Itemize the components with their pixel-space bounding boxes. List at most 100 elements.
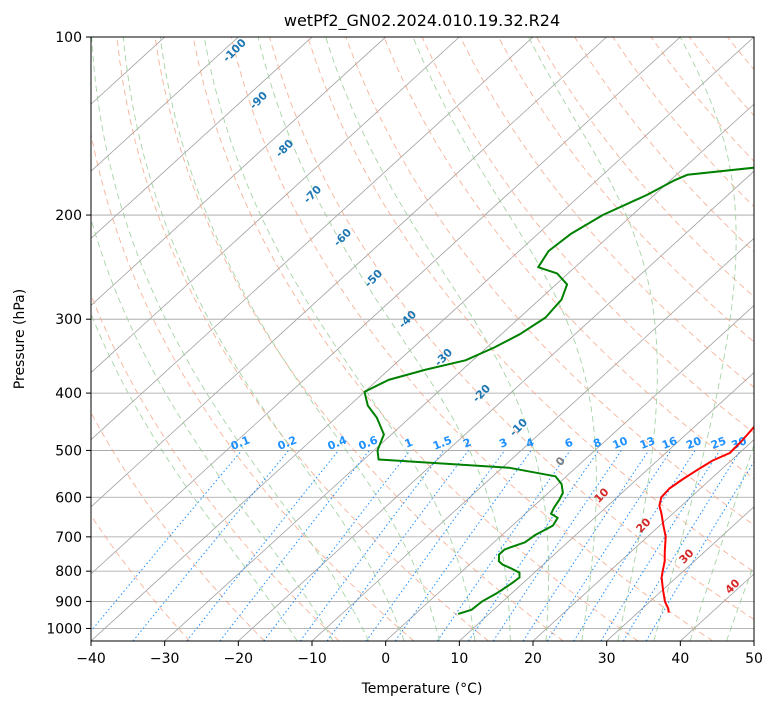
mixing-ratio-line bbox=[326, 450, 469, 641]
moist-adiabat-line bbox=[726, 563, 754, 641]
y-tick-label: 200 bbox=[55, 208, 82, 224]
mixing-ratio-label: 1 bbox=[403, 436, 415, 451]
mixing-ratio-label: 0.2 bbox=[276, 433, 299, 452]
x-tick-label: 10 bbox=[450, 651, 468, 667]
moist-adiabat-line bbox=[159, 37, 440, 641]
dry-adiabat-line bbox=[421, 37, 754, 434]
dry-adiabat-line bbox=[269, 37, 754, 621]
x-tick-label: −40 bbox=[76, 651, 106, 667]
isotherm-line bbox=[91, 37, 681, 575]
x-tick-label: −30 bbox=[150, 651, 180, 667]
y-tick-label: 500 bbox=[55, 443, 82, 459]
plot-area: 0.1 0.2 0.4 0.6 1 1.5 2 3 4 6 8 10 13 16 20 25 30-100-90… bbox=[91, 36, 775, 641]
dry-adiabat-line bbox=[536, 37, 754, 298]
moist-adiabat-label: -20 bbox=[470, 382, 493, 405]
y-axis-ticks: 100 200 300 400 500 600 700 800 900 1000 bbox=[46, 30, 91, 637]
isotherm-line bbox=[91, 37, 460, 374]
isotherms bbox=[91, 37, 754, 641]
isotherm-line bbox=[311, 237, 754, 641]
dewpoint-profile-line bbox=[363, 166, 754, 615]
mixing-ratio-line bbox=[394, 450, 532, 641]
isotherm-line bbox=[532, 439, 754, 641]
mixing-ratio-line bbox=[365, 450, 506, 641]
dry-adiabat-line bbox=[345, 37, 754, 526]
moist-adiabat-label: -50 bbox=[362, 267, 385, 290]
moist-adiabat-line bbox=[122, 37, 405, 641]
mixing-ratio-line bbox=[492, 450, 622, 641]
moist-adiabat-line bbox=[257, 37, 511, 641]
mixing-ratio-label: 3 bbox=[497, 436, 509, 451]
y-tick-label: 900 bbox=[55, 594, 82, 610]
isotherm-line bbox=[459, 372, 754, 641]
dry-adiabat-label: 10 bbox=[592, 485, 612, 505]
temperature-profile-line bbox=[658, 425, 754, 613]
mixing-ratio-line bbox=[436, 450, 571, 641]
dry-adiabat-line bbox=[574, 37, 754, 253]
mixing-ratio-label: 6 bbox=[563, 436, 575, 451]
x-axis-label: Temperature (°C) bbox=[361, 681, 483, 697]
moist-adiabat-label: -90 bbox=[247, 89, 270, 112]
y-axis-label: Pressure (hPa) bbox=[12, 289, 28, 389]
y-tick-label: 800 bbox=[55, 564, 82, 580]
moist-adiabat-label: -10 bbox=[507, 416, 530, 439]
dry-adiabat-line bbox=[230, 37, 713, 641]
dry-adiabat-line bbox=[154, 37, 564, 641]
dry-adiabat-line bbox=[650, 37, 754, 162]
moist-adiabat-label: -100 bbox=[220, 36, 249, 65]
y-tick-label: 300 bbox=[55, 312, 82, 328]
moist-adiabat-line bbox=[91, 217, 334, 641]
isotherm-line bbox=[385, 304, 754, 641]
mixing-ratio-line bbox=[299, 450, 445, 641]
isotherm-line bbox=[91, 37, 534, 441]
dry-adiabat-line bbox=[688, 37, 754, 117]
mixing-ratio-line bbox=[622, 450, 741, 641]
dry-adiabat-line bbox=[91, 131, 415, 641]
mixing-ratio-label: 13 bbox=[638, 434, 657, 452]
isotherm-line bbox=[91, 37, 239, 172]
dry-adiabat-line bbox=[91, 411, 265, 641]
x-tick-label: 30 bbox=[598, 651, 616, 667]
y-tick-label: 400 bbox=[55, 386, 82, 402]
isotherm-line bbox=[753, 640, 754, 641]
dry-adiabat-label: 40 bbox=[723, 576, 743, 596]
mixing-ratio-label: 20 bbox=[684, 434, 703, 452]
moist-adiabat-label: -80 bbox=[273, 137, 296, 160]
x-tick-label: 0 bbox=[381, 651, 390, 667]
y-tick-label: 700 bbox=[55, 530, 82, 546]
moist-adiabat-line bbox=[325, 37, 550, 641]
mixing-ratio-label: 1.5 bbox=[431, 433, 454, 452]
mixing-ratio-label: 25 bbox=[709, 434, 728, 452]
mixing-ratio-label: 2 bbox=[461, 436, 473, 451]
isotherm-line bbox=[164, 103, 754, 641]
moist-adiabat-label: -70 bbox=[301, 183, 324, 206]
y-tick-label: 600 bbox=[55, 490, 82, 506]
dry-adiabat-line bbox=[766, 37, 775, 641]
isotherm-line bbox=[91, 37, 607, 508]
series-lines bbox=[363, 166, 754, 615]
mixing-ratio-line bbox=[546, 450, 672, 641]
mixing-ratio-label: 8 bbox=[591, 436, 603, 451]
isopleth-labels: 0.1 0.2 0.4 0.6 1 1.5 2 3 4 6 8 10 13 16 20 25 30-100-90… bbox=[220, 36, 749, 597]
dry-adiabat-line bbox=[192, 37, 639, 641]
mixing-ratio-line bbox=[600, 450, 721, 641]
dry-adiabat-line bbox=[91, 514, 191, 641]
dry-adiabat-line bbox=[307, 37, 754, 573]
mixing-ratio-line bbox=[468, 450, 600, 641]
moist-adiabat-line bbox=[203, 37, 476, 641]
mixing-ratio-line bbox=[219, 450, 370, 641]
mixing-ratio-line bbox=[522, 450, 650, 641]
mixing-ratio-line bbox=[573, 450, 696, 641]
dry-adiabat-label: 30 bbox=[677, 546, 697, 566]
dry-adiabats bbox=[91, 37, 775, 641]
x-tick-label: 20 bbox=[524, 651, 542, 667]
mixing-ratio-line bbox=[132, 450, 289, 641]
moist-adiabat-line bbox=[412, 37, 597, 641]
mixing-ratio-label: 10 bbox=[611, 434, 630, 452]
mixing-ratio-label: 0.1 bbox=[229, 433, 252, 452]
moist-adiabat-line bbox=[91, 312, 298, 641]
mixing-ratio-label: 16 bbox=[660, 434, 679, 452]
y-tick-label: 100 bbox=[55, 30, 82, 46]
mixing-ratio-label: 0.6 bbox=[357, 433, 380, 452]
x-tick-label: 40 bbox=[671, 651, 689, 667]
